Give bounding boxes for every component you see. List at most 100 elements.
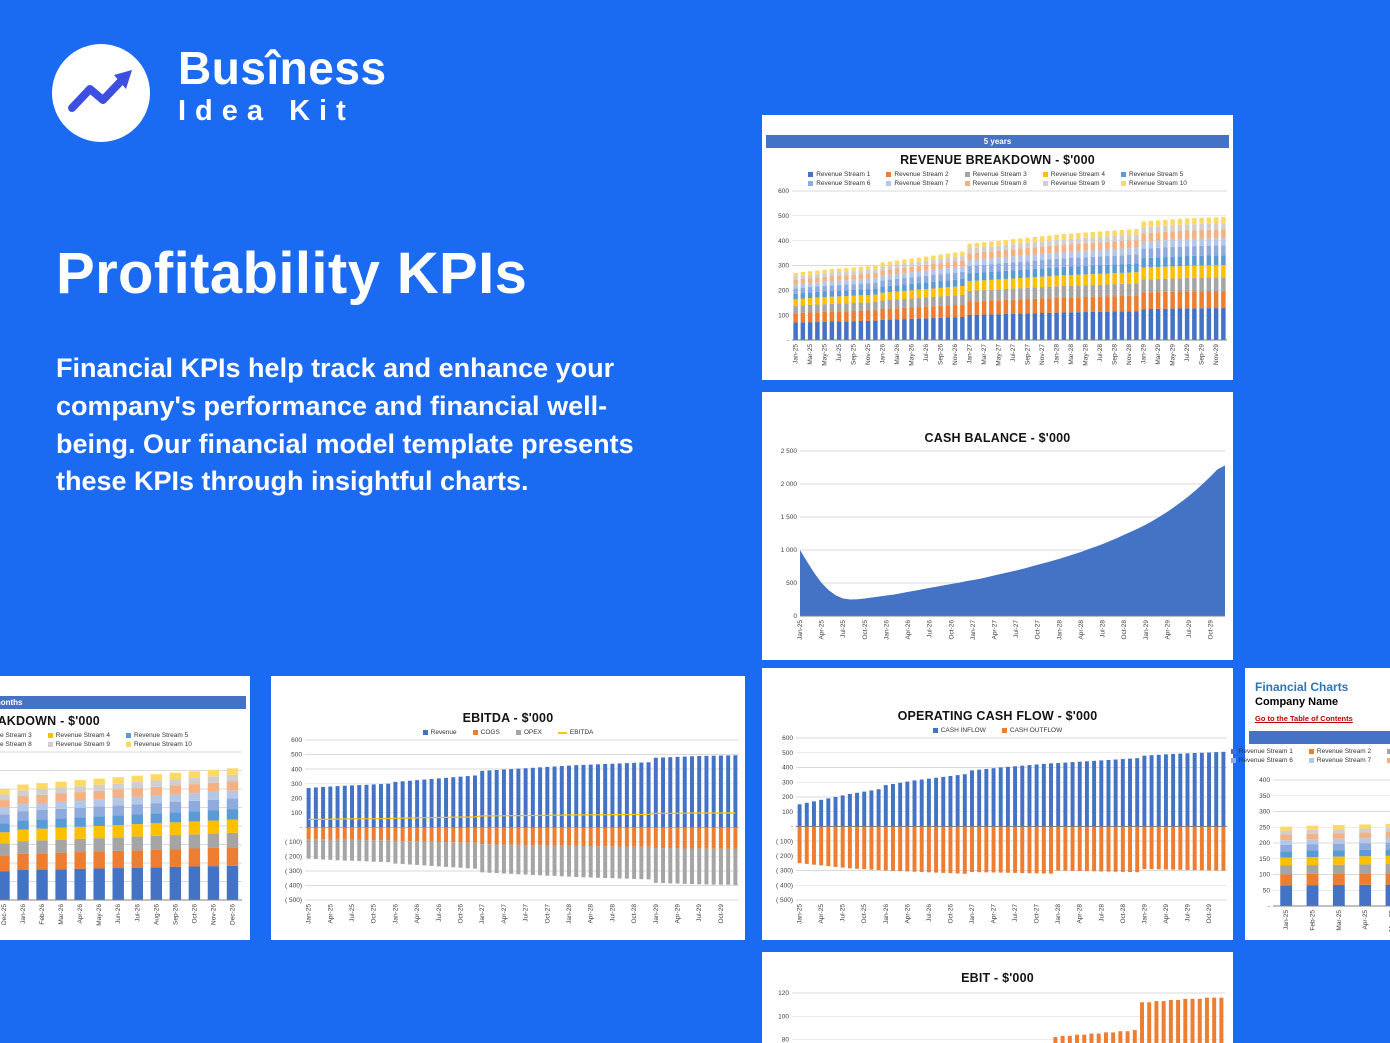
legend-swatch (1230, 749, 1236, 754)
legend-swatch (808, 172, 814, 177)
svg-text:600: 600 (291, 737, 302, 744)
chart-title: REVENUE BREAKDOWN - $'000 (900, 153, 1095, 167)
svg-text:400: 400 (778, 238, 789, 245)
svg-text:Sep-26: Sep-26 (172, 904, 179, 925)
svg-text:Jan-28: Jan-28 (1055, 904, 1062, 924)
chart-svg: 600 500 400 300 200 100 - ( 100) ( 200) ( 300) ( 4… (285, 737, 739, 924)
svg-text:-: - (787, 337, 789, 344)
svg-text:120: 120 (778, 990, 789, 997)
description-text: Financial KPIs help track and enhance yo… (56, 353, 634, 497)
legend-item: Revenue Stream 8 (964, 180, 1027, 187)
chart-cash-balance: CASH BALANCE - $'000 2 500 2 000 1 500 1 000… (762, 392, 1233, 660)
svg-text:Sep-28: Sep-28 (1112, 344, 1119, 365)
svg-text:50: 50 (1263, 887, 1271, 894)
legend-swatch (1121, 172, 1126, 177)
brand-logo (52, 44, 150, 142)
legend-item: Revenue Stream 8 (0, 741, 32, 748)
svg-text:80: 80 (782, 1037, 790, 1043)
svg-text:Jan-27: Jan-27 (479, 904, 486, 924)
svg-text:500: 500 (291, 752, 302, 759)
svg-text:Jul-25: Jul-25 (840, 620, 847, 638)
svg-text:Jan-26: Jan-26 (880, 344, 887, 364)
legend-item: CASH OUTFLOW (1001, 727, 1062, 734)
svg-text:Jul-26: Jul-26 (134, 904, 141, 922)
svg-text:Jul-25: Jul-25 (840, 904, 847, 922)
chart-canvas: 40035030025020015010050-Jan-25Feb-25Mar-… (0, 748, 250, 940)
legend-swatch (1042, 181, 1048, 186)
svg-text:Jul-29: Jul-29 (1184, 344, 1191, 362)
svg-text:Jan-29: Jan-29 (1141, 904, 1148, 924)
svg-text:( 300): ( 300) (285, 868, 302, 875)
legend-item: CASH INFLOW (932, 727, 986, 734)
svg-text:Jan-27: Jan-27 (969, 904, 976, 924)
panel-cash-balance: CASH BALANCE - $'000 2 500 2 000 1 500 1 000… (762, 392, 1233, 660)
svg-text:1 500: 1 500 (781, 514, 798, 521)
svg-text:Jan-26: Jan-26 (392, 904, 399, 924)
svg-text:Jul-29: Jul-29 (1186, 620, 1193, 638)
legend-swatch (557, 731, 567, 734)
legend-item: Revenue Stream 10 (126, 741, 192, 748)
svg-text:Jan-27: Jan-27 (970, 620, 977, 640)
svg-text:Jul-26: Jul-26 (923, 344, 930, 362)
legend-swatch (47, 742, 53, 747)
svg-text:Sep-27: Sep-27 (1025, 344, 1032, 365)
svg-text:100: 100 (778, 1013, 789, 1020)
svg-text:200: 200 (778, 288, 789, 295)
svg-text:0: 0 (793, 613, 797, 620)
legend-item: Revenue Stream 5 (1121, 171, 1187, 178)
legend-swatch (472, 730, 478, 735)
company-name: Company Name (1255, 696, 1339, 708)
svg-text:Jul-29: Jul-29 (696, 904, 703, 922)
svg-text:Jan-25: Jan-25 (797, 904, 804, 924)
chart-canvas: 600 500 400 300 200 100 - Jan-25 Mar-25 May-25 Jul… (762, 187, 1233, 380)
page-title: Profitability KPIs (56, 241, 528, 306)
svg-text:Oct-28: Oct-28 (1120, 904, 1127, 924)
chart-ebit: EBIT - $'000120100806040200Jan-25Apr-25J… (762, 952, 1233, 1043)
sheet-title: Financial Charts (1255, 680, 1349, 694)
svg-text:300: 300 (1259, 809, 1270, 816)
chart-revenue-breakdown-12m: Revenue Stream 1 Revenue Stream 2 Revenue … (1230, 726, 1390, 940)
legend-item: Revenue Stream 4 (47, 732, 110, 739)
svg-text:600: 600 (782, 735, 793, 742)
chart-canvas: 600 500 400 300 200 100 - ( 100) ( 200) ( 300) ( 4… (271, 736, 745, 940)
svg-text:Jan-29: Jan-29 (1141, 344, 1148, 364)
svg-text:500: 500 (782, 750, 793, 757)
svg-text:100: 100 (1259, 872, 1270, 879)
legend-item: EBITDA (557, 729, 593, 736)
legend-item: Revenue Stream 10 (1121, 180, 1187, 187)
svg-text:400: 400 (782, 765, 793, 772)
svg-text:Apr-25: Apr-25 (1362, 910, 1369, 930)
svg-text:Sep-26: Sep-26 (938, 344, 945, 365)
svg-text:May-29: May-29 (1170, 344, 1177, 366)
svg-text:Mar-25: Mar-25 (1336, 910, 1343, 931)
legend-swatch (1230, 758, 1236, 763)
table-of-contents-link[interactable]: Go to the Table of Contents (1255, 714, 1353, 723)
svg-text:Dec-25: Dec-25 (1, 904, 8, 925)
legend-item: Revenue Stream 1 (808, 171, 870, 178)
chart-title: CASH BALANCE - $'000 (924, 431, 1071, 445)
svg-text:May-26: May-26 (909, 344, 916, 366)
panel-ebitda: EBITDA - $'000 Revenue COGS OPEX EBITDA 600 50… (271, 676, 745, 940)
panel-header-bar: 5 years (766, 135, 1229, 148)
chart-ebitda: EBITDA - $'000 Revenue COGS OPEX EBITDA 600 50… (271, 676, 745, 940)
panel-revenue-breakdown-5y: 5 years REVENUE BREAKDOWN - $'000 Revenue … (762, 115, 1233, 380)
legend-swatch (126, 742, 131, 747)
svg-text:( 300): ( 300) (776, 868, 793, 875)
legend-item: Revenue Stream 3 (964, 171, 1027, 178)
legend-item: Revenue Stream 3 (0, 732, 32, 739)
svg-text:Oct-27: Oct-27 (1034, 904, 1041, 924)
legend-item: Revenue Stream 6 (1230, 757, 1293, 764)
svg-text:( 200): ( 200) (776, 853, 793, 860)
chart-svg: 40035030025020015010050-Jan-25Feb-25Mar-… (0, 751, 242, 926)
svg-text:Apr-28: Apr-28 (588, 904, 595, 924)
svg-text:Apr-27: Apr-27 (501, 904, 508, 924)
svg-text:Nov-25: Nov-25 (865, 344, 872, 365)
svg-text:Jul-27: Jul-27 (1013, 620, 1020, 638)
svg-text:Mar-25: Mar-25 (807, 344, 814, 365)
chart-title: REVENUE BREAKDOWN - $'000 (0, 714, 100, 728)
svg-text:Apr-25: Apr-25 (818, 904, 825, 924)
